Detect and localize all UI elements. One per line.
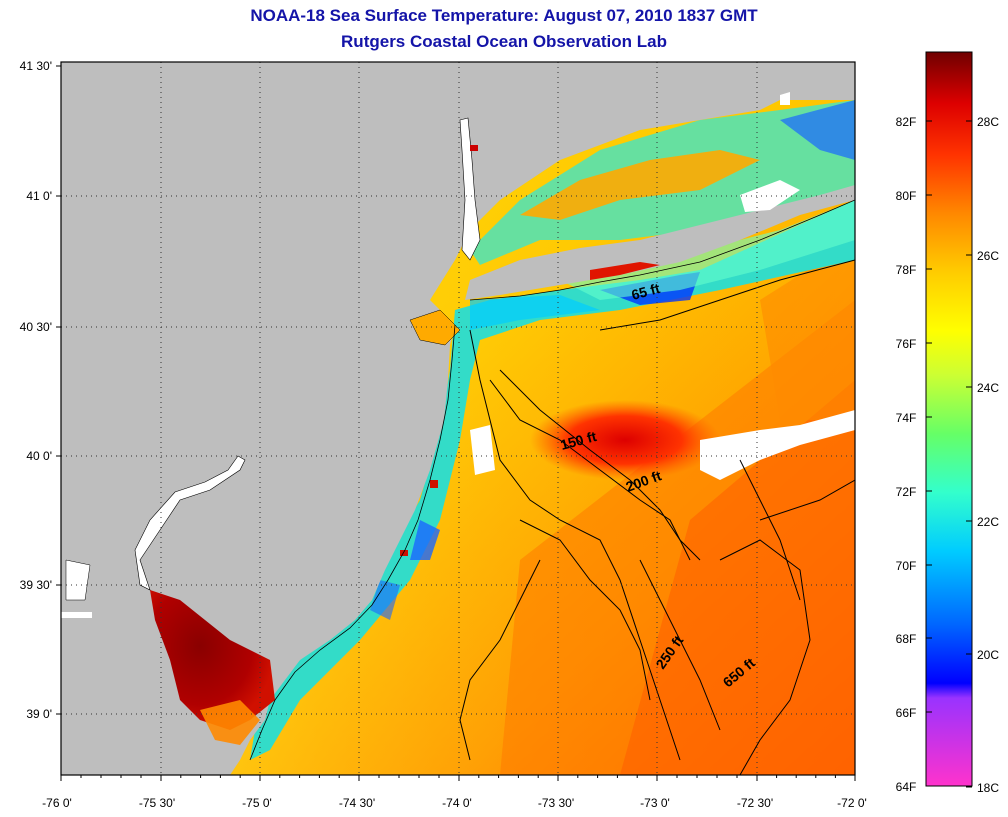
colorbar-label-f: 66F <box>896 706 917 720</box>
colorbar-label-f: 72F <box>896 485 917 499</box>
colorbar-label-f: 64F <box>896 780 917 794</box>
lon-tick-label: -76 0' <box>42 796 72 810</box>
map-subtitle: Rutgers Coastal Ocean Observation Lab <box>341 32 667 51</box>
colorbar-label-f: 70F <box>896 559 917 573</box>
long-island <box>465 185 855 300</box>
colorbar-label-f: 76F <box>896 337 917 351</box>
colorbar-label-c: 20C <box>977 648 999 662</box>
depth-label-65ft: 65 ft <box>630 280 662 303</box>
colorbar-label-c: 22C <box>977 515 999 529</box>
colorbar-label-f: 68F <box>896 632 917 646</box>
lat-tick-label: 41 0' <box>26 189 52 203</box>
cloud-patch <box>700 410 855 480</box>
colorbar-label-f: 82F <box>896 115 917 129</box>
colorbar-label-c: 18C <box>977 781 999 795</box>
latitude-axis: 41 30' 41 0' 40 30' 40 0' 39 30' 39 0' <box>20 59 52 721</box>
colorbar-label-c: 24C <box>977 381 999 395</box>
colorbar-label-f: 80F <box>896 189 917 203</box>
map-title: NOAA-18 Sea Surface Temperature: August … <box>250 6 758 25</box>
delaware-river <box>134 455 246 591</box>
lat-tick-label: 40 30' <box>20 320 52 334</box>
longitude-axis: -76 0' -75 30' -75 0' -74 30' -74 0' -73… <box>42 796 867 810</box>
cloud-patch <box>470 425 495 475</box>
colorbar-label-f: 74F <box>896 411 917 425</box>
cloud-patch <box>740 180 800 212</box>
lon-tick-label: -72 0' <box>837 796 867 810</box>
lat-tick-label: 39 30' <box>20 578 52 592</box>
lat-tick-label: 39 0' <box>26 707 52 721</box>
warm-water-patch <box>530 400 720 480</box>
colorbar-gradient <box>925 51 973 787</box>
colorbar-label-c: 28C <box>977 115 999 129</box>
hudson-river <box>459 117 481 261</box>
lat-tick-label: 40 0' <box>26 449 52 463</box>
temperature-colorbar: 82F 80F 78F 76F 74F 72F 70F 68F 66F 64F … <box>896 51 999 795</box>
axis-ticks <box>56 65 856 781</box>
land-mass <box>61 62 855 775</box>
lon-tick-label: -72 30' <box>737 796 773 810</box>
colorbar-label-f: 78F <box>896 263 917 277</box>
lon-tick-label: -74 0' <box>442 796 472 810</box>
map-area: 65 ft 150 ft 200 ft 250 ft 650 ft <box>61 62 855 775</box>
lat-tick-label: 41 30' <box>20 59 52 73</box>
lon-tick-label: -75 0' <box>242 796 272 810</box>
lon-tick-label: -75 30' <box>139 796 175 810</box>
lon-tick-label: -73 30' <box>538 796 574 810</box>
delaware-bay-water <box>150 590 275 730</box>
colorbar-label-c: 26C <box>977 249 999 263</box>
map-frame <box>60 61 856 776</box>
lon-tick-label: -73 0' <box>640 796 670 810</box>
lon-tick-label: -74 30' <box>339 796 375 810</box>
bathymetry-contours <box>459 259 855 775</box>
